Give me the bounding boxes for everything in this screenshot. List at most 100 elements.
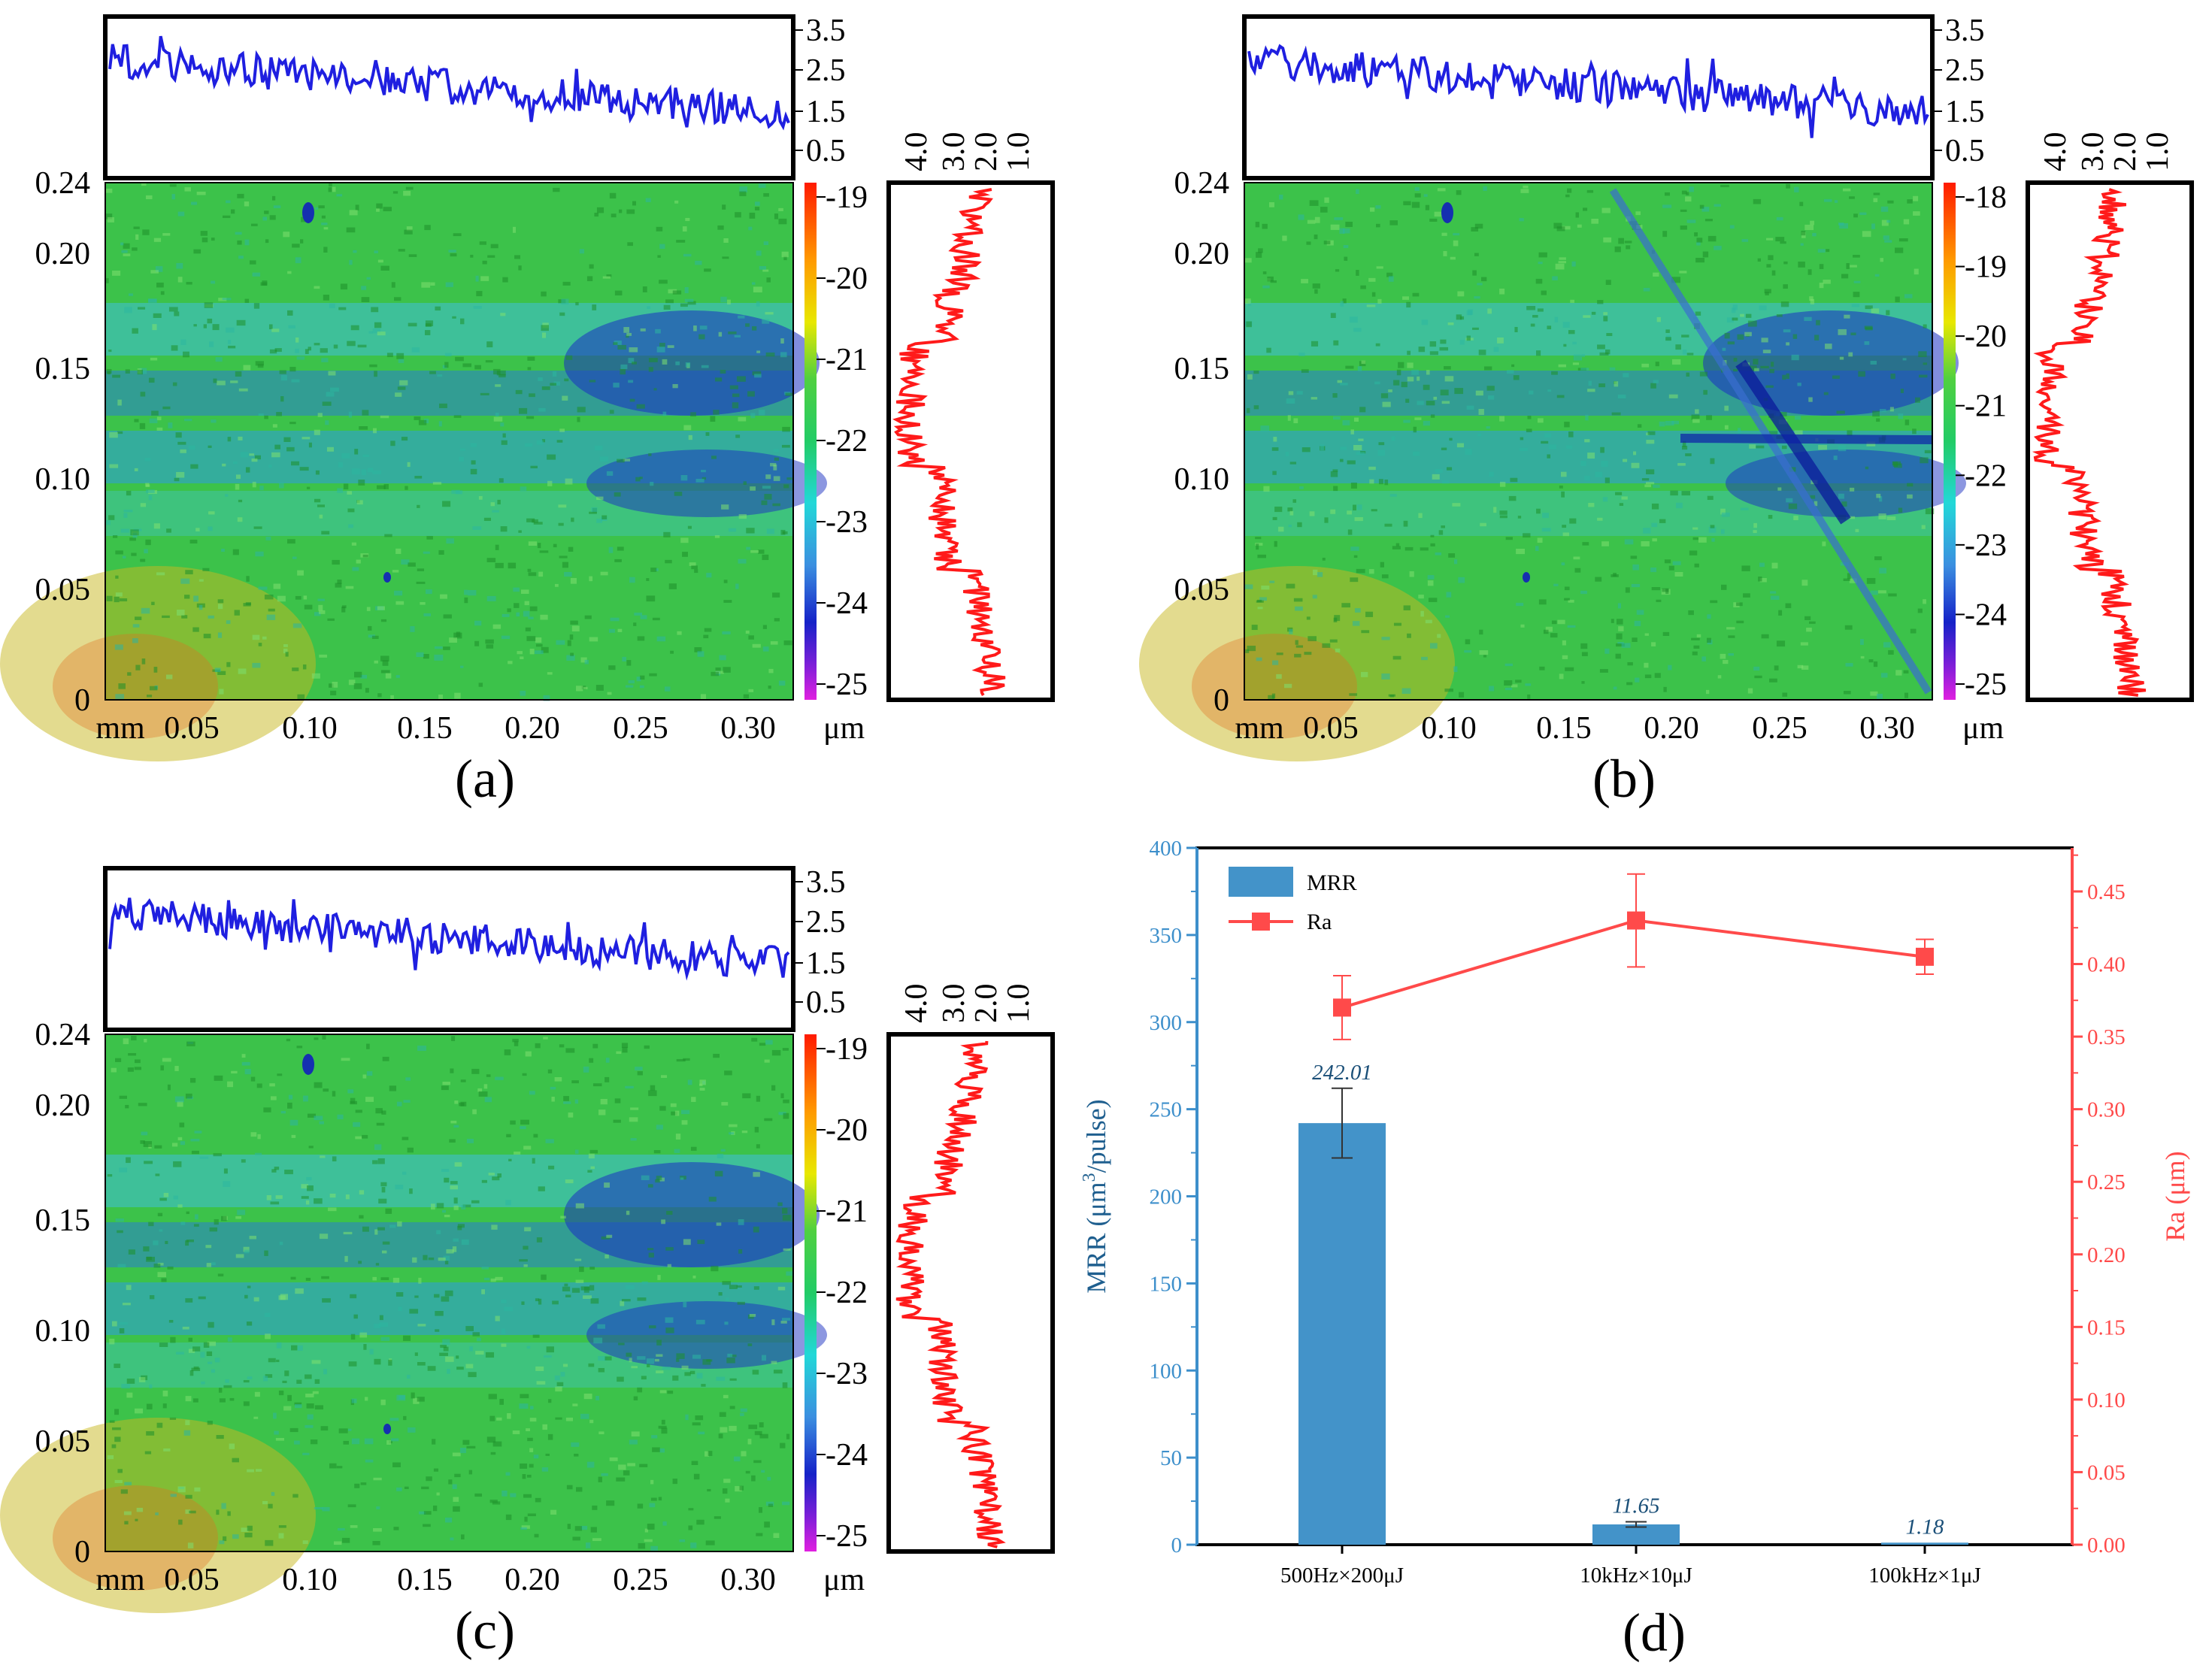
- texture-speck: [1759, 562, 1765, 568]
- colorbar-tick: -23: [826, 1357, 868, 1391]
- texture-speck: [1479, 650, 1489, 655]
- texture-speck: [477, 1088, 483, 1092]
- texture-speck: [253, 303, 260, 309]
- texture-speck: [1335, 269, 1340, 272]
- texture-speck: [268, 1358, 276, 1363]
- texture-speck: [1520, 189, 1529, 193]
- texture-speck: [773, 464, 777, 471]
- texture-speck: [1271, 693, 1276, 699]
- right-tick-label: 0.20: [2087, 1243, 2126, 1267]
- texture-speck: [1581, 681, 1585, 684]
- texture-speck: [1389, 494, 1397, 497]
- texture-speck: [1314, 289, 1318, 294]
- texture-speck: [1630, 555, 1638, 559]
- texture-speck: [265, 1374, 273, 1378]
- texture-speck: [156, 572, 165, 576]
- texture-speck: [1384, 479, 1389, 486]
- texture-speck: [250, 1132, 257, 1137]
- texture-speck: [683, 253, 692, 257]
- texture-speck: [569, 634, 574, 640]
- texture-speck: [314, 1405, 323, 1410]
- texture-speck: [141, 183, 147, 186]
- texture-speck: [492, 624, 501, 629]
- colorbar: [1944, 183, 1956, 700]
- texture-speck: [763, 192, 769, 197]
- texture-speck: [536, 1237, 543, 1243]
- texture-speck: [1646, 432, 1650, 436]
- texture-speck: [1788, 503, 1798, 510]
- texture-speck: [454, 692, 461, 699]
- texture-speck: [1758, 576, 1762, 582]
- texture-speck: [141, 1131, 148, 1136]
- texture-speck: [190, 1139, 200, 1142]
- left-tick-label: 400: [1150, 837, 1183, 861]
- texture-speck: [1483, 366, 1492, 371]
- texture-speck: [406, 226, 413, 232]
- texture-speck: [1559, 257, 1566, 260]
- texture-speck: [447, 1369, 450, 1374]
- texture-speck: [560, 1372, 565, 1377]
- texture-speck: [321, 1276, 329, 1279]
- texture-speck: [306, 486, 311, 489]
- texture-speck: [514, 1041, 519, 1046]
- texture-speck: [1253, 405, 1259, 410]
- texture-speck: [1349, 693, 1358, 696]
- texture-speck: [1377, 450, 1385, 456]
- texture-speck: [206, 1263, 211, 1267]
- texture-speck: [1634, 620, 1641, 626]
- texture-speck: [685, 362, 691, 368]
- texture-speck: [207, 1421, 213, 1425]
- texture-speck: [1866, 441, 1876, 447]
- texture-speck: [454, 1162, 462, 1167]
- texture-speck: [1435, 469, 1443, 474]
- texture-speck: [558, 522, 564, 526]
- texture-speck: [1308, 636, 1317, 642]
- texture-speck: [407, 1147, 414, 1153]
- texture-speck: [314, 207, 319, 210]
- texture-speck: [1692, 537, 1699, 540]
- texture-speck: [276, 412, 283, 416]
- texture-speck: [130, 529, 139, 536]
- texture-speck: [240, 452, 249, 458]
- texture-speck: [389, 1085, 397, 1091]
- texture-speck: [1523, 533, 1531, 538]
- texture-speck: [1564, 598, 1570, 601]
- texture-speck: [1614, 246, 1621, 253]
- texture-speck: [208, 526, 213, 531]
- texture-speck: [295, 348, 299, 353]
- texture-speck: [1864, 341, 1870, 345]
- texture-speck: [752, 371, 762, 376]
- texture-speck: [1675, 344, 1681, 350]
- texture-speck: [278, 482, 284, 489]
- texture-speck: [1525, 683, 1532, 686]
- texture-speck: [442, 1209, 446, 1213]
- texture-speck: [271, 452, 280, 458]
- texture-speck: [1777, 487, 1782, 491]
- texture-speck: [449, 637, 457, 643]
- texture-speck: [238, 256, 244, 259]
- texture-speck: [761, 1355, 767, 1361]
- texture-speck: [1680, 225, 1687, 230]
- texture-speck: [296, 356, 305, 360]
- texture-speck: [1768, 255, 1774, 261]
- texture-speck: [185, 1396, 192, 1402]
- texture-speck: [527, 1513, 536, 1517]
- texture-speck: [374, 1144, 382, 1150]
- texture-speck: [786, 1433, 790, 1439]
- texture-speck: [777, 1286, 786, 1291]
- map-y-tick: 0.10: [35, 462, 91, 497]
- texture-speck: [716, 1376, 726, 1381]
- texture-speck: [450, 1537, 454, 1541]
- texture-speck: [539, 550, 549, 553]
- texture-speck: [1519, 218, 1524, 222]
- texture-speck: [1466, 335, 1471, 341]
- texture-speck: [1810, 495, 1816, 499]
- texture-speck: [1710, 525, 1715, 528]
- texture-speck: [488, 1173, 495, 1176]
- texture-speck: [1311, 397, 1317, 400]
- texture-speck: [295, 595, 301, 600]
- texture-speck: [1656, 316, 1661, 322]
- colorbar: [805, 183, 817, 700]
- texture-speck: [1261, 586, 1270, 590]
- texture-speck: [372, 328, 381, 334]
